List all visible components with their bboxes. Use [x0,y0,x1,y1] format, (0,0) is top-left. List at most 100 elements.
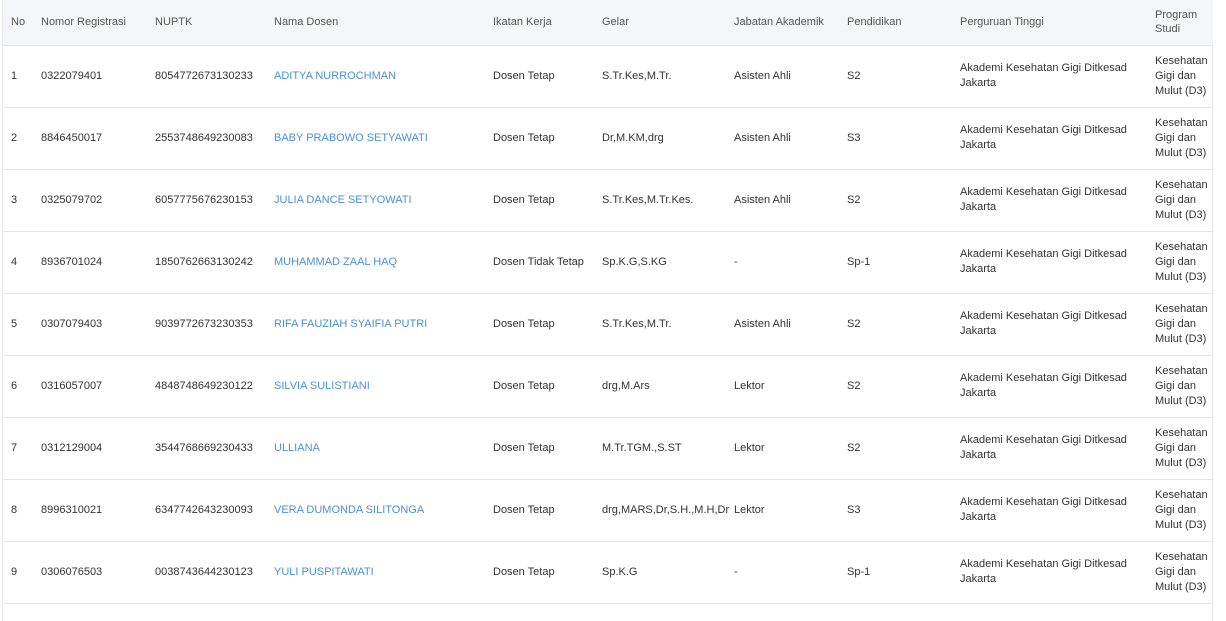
university: Akademi Kesehatan Gigi Ditkesad Jakarta [952,417,1147,480]
column-header[interactable]: NUPTK [147,0,266,46]
degree: Sp.K.G [594,541,726,604]
registration-number: 0307079403 [33,293,147,356]
lecturer-name[interactable]: RIFA FAUZIAH SYAIFIA PUTRI [266,293,485,356]
study-program: Kesehatan Gigi dan Mulut (D3) [1147,479,1213,542]
lecturer-name[interactable]: VERA DUMONDA SILITONGA [266,479,485,542]
column-header[interactable]: Ikatan Kerja [485,0,594,46]
table-row: 2 8846450017 2553748649230083 BABY PRABOWO … [3,107,1213,170]
study-program: Kesehatan Gigi dan Mulut (D3) [1147,231,1213,294]
university: Akademi Kesehatan Gigi Ditkesad Jakarta [952,231,1147,294]
study-program: Kesehatan Gigi dan Mulut (D3) [1147,293,1213,356]
employment-type: Dosen Tetap [485,107,594,170]
row-number: 1 [3,45,33,108]
table-row: 1 0322079401 8054772673130233 ADITYA NURROC… [3,45,1213,108]
employment-type: Dosen Tidak Tetap [485,231,594,294]
registration-number: 8996310021 [33,479,147,542]
academic-rank: - [726,541,839,604]
academic-rank: Lektor [726,417,839,480]
degree: Dr,M.KM,drg [594,107,726,170]
registration-number: 0322079401 [33,45,147,108]
column-header[interactable]: Nama Dosen [266,0,485,46]
employment-type: Dosen Tetap [485,479,594,542]
row-number: 5 [3,293,33,356]
lecturer-name[interactable]: MUHAMMAD ZAAL HAQ [266,231,485,294]
lecturer-name[interactable]: ADITYA NURROCHMAN [266,45,485,108]
row-number: 3 [3,169,33,232]
academic-rank: Asisten Ahli [726,107,839,170]
study-program: Kesehatan Gigi dan Mulut (D3) [1147,45,1213,108]
academic-rank: Lektor [726,479,839,542]
nuptk: 0038743644230123 [147,541,266,604]
row-number: 9 [3,541,33,604]
registration-number: 0312129004 [33,417,147,480]
lecturer-name[interactable]: ULLIANA [266,417,485,480]
nuptk: 8054772673130233 [147,45,266,108]
column-header[interactable]: Jabatan Akademik [726,0,839,46]
header-row: No Nomor Registrasi NUPTK Nama Dosen Ikatan … [3,0,1213,46]
column-header[interactable]: Pendidikan [839,0,952,46]
study-program: Kesehatan Gigi dan Mulut (D3) [1147,355,1213,418]
table-row: 6 0316057007 4848748649230122 SILVIA SULIST… [3,355,1213,418]
table-row: 4 8936701024 1850762663130242 MUHAMMAD ZAAL… [3,231,1213,294]
study-program: Kesehatan Gigi dan Mulut (D3) [1147,107,1213,170]
row-number: 8 [3,479,33,542]
university: Akademi Kesehatan Gigi Ditkesad Jakarta [952,107,1147,170]
row-number: 4 [3,231,33,294]
table-row: 9 0306076503 0038743644230123 YULI PUSPITAW… [3,541,1213,604]
academic-rank: Lektor [726,355,839,418]
university: Akademi Kesehatan Gigi Ditkesad Jakarta [952,541,1147,604]
nuptk: 9039772673230353 [147,293,266,356]
row-number: 2 [3,107,33,170]
education: S2 [839,417,952,480]
academic-rank: Asisten Ahli [726,293,839,356]
employment-type: Dosen Tetap [485,355,594,418]
employment-type: Dosen Tetap [485,293,594,356]
education: S2 [839,293,952,356]
column-header[interactable]: Gelar [594,0,726,46]
study-program: Kesehatan Gigi dan Mulut (D3) [1147,417,1213,480]
education: S3 [839,479,952,542]
education: S3 [839,107,952,170]
nuptk: 4848748649230122 [147,355,266,418]
nuptk: 3544768669230433 [147,417,266,480]
table-row: 3 0325079702 6057775676230153 JULIA DANCE S… [3,169,1213,232]
column-header[interactable]: Program Studi [1147,0,1213,46]
nuptk: 6347742643230093 [147,479,266,542]
registration-number: 0325079702 [33,169,147,232]
degree: drg,M.Ars [594,355,726,418]
education: Sp-1 [839,231,952,294]
academic-rank: - [726,231,839,294]
table-row: 7 0312129004 3544768669230433 ULLIANA Dosen … [3,417,1213,480]
study-program: Kesehatan Gigi dan Mulut (D3) [1147,169,1213,232]
table-body: 1 0322079401 8054772673130233 ADITYA NURROC… [3,45,1213,604]
column-header[interactable]: Perguruan Tinggi [952,0,1147,46]
degree: S.Tr.Kes,M.Tr. [594,45,726,108]
degree: M.Tr.TGM.,S.ST [594,417,726,480]
lecturer-table: No Nomor Registrasi NUPTK Nama Dosen Ikatan … [3,0,1213,604]
table-row: 8 8996310021 6347742643230093 VERA DUMONDA … [3,479,1213,542]
employment-type: Dosen Tetap [485,169,594,232]
lecturer-name[interactable]: JULIA DANCE SETYOWATI [266,169,485,232]
registration-number: 8936701024 [33,231,147,294]
registration-number: 0316057007 [33,355,147,418]
education: S2 [839,355,952,418]
column-header[interactable]: Nomor Registrasi [33,0,147,46]
column-header[interactable]: No [3,0,33,46]
nuptk: 6057775676230153 [147,169,266,232]
employment-type: Dosen Tetap [485,417,594,480]
table-row: 5 0307079403 9039772673230353 RIFA FAUZIAH … [3,293,1213,356]
academic-rank: Asisten Ahli [726,169,839,232]
degree: drg,MARS,Dr,S.H.,M.H,Dr [594,479,729,542]
lecturer-name[interactable]: SILVIA SULISTIANI [266,355,485,418]
row-number: 6 [3,355,33,418]
university: Akademi Kesehatan Gigi Ditkesad Jakarta [952,355,1147,418]
lecturer-name[interactable]: BABY PRABOWO SETYAWATI [266,107,485,170]
employment-type: Dosen Tetap [485,541,594,604]
registration-number: 8846450017 [33,107,147,170]
nuptk: 1850762663130242 [147,231,266,294]
university: Akademi Kesehatan Gigi Ditkesad Jakarta [952,479,1147,542]
study-program: Kesehatan Gigi dan Mulut (D3) [1147,541,1213,604]
lecturer-name[interactable]: YULI PUSPITAWATI [266,541,485,604]
academic-rank: Asisten Ahli [726,45,839,108]
